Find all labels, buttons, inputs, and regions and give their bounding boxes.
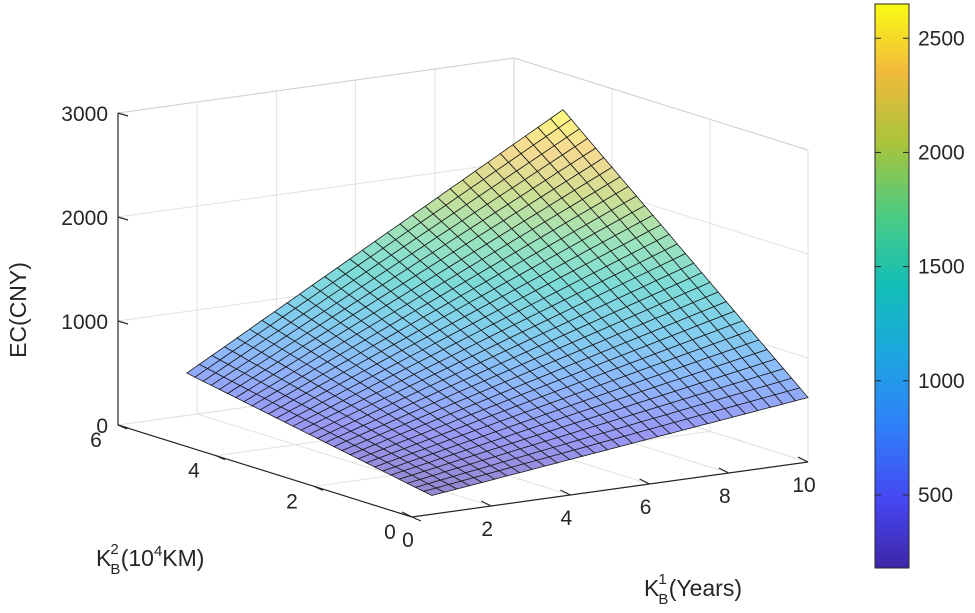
x-axis-label: KB1(Years): [644, 571, 742, 608]
colorbar: [874, 3, 910, 569]
surface-cell: [422, 487, 446, 496]
y-tick-label: 6: [90, 429, 102, 452]
y-tick-label: 4: [188, 460, 200, 483]
y-tick-label: 0: [384, 521, 396, 544]
colorbar-tick-label: 2500: [918, 27, 965, 50]
surface-mesh: [186, 109, 809, 496]
z-tick-label: 1000: [61, 311, 108, 334]
z-tick-label: 0: [96, 415, 108, 438]
x-tick-label: 8: [719, 485, 731, 508]
x-tick-label: 4: [561, 507, 573, 530]
x-tick-label: 2: [481, 518, 493, 541]
y-tick-label: 2: [286, 490, 298, 513]
colorbar-tick-label: 1500: [918, 256, 965, 279]
axes-lines: [117, 113, 809, 518]
x-tick-label: 10: [792, 474, 815, 497]
colorbar-tick-label: 1000: [918, 370, 965, 393]
x-tick-label: 6: [640, 496, 652, 519]
z-tick-label: 3000: [61, 103, 108, 126]
colorbar-tick-label: 500: [918, 484, 953, 507]
z-tick-label: 2000: [61, 207, 108, 230]
colorbar-ticks: 500 1000 1500 2000 2500: [875, 27, 965, 507]
z-axis-label: EC(CNY): [5, 262, 31, 358]
y-axis-label: KB2(104KM): [96, 541, 204, 578]
colorbar-tick-label: 2000: [918, 141, 965, 164]
x-tick-label: 0: [402, 529, 414, 552]
